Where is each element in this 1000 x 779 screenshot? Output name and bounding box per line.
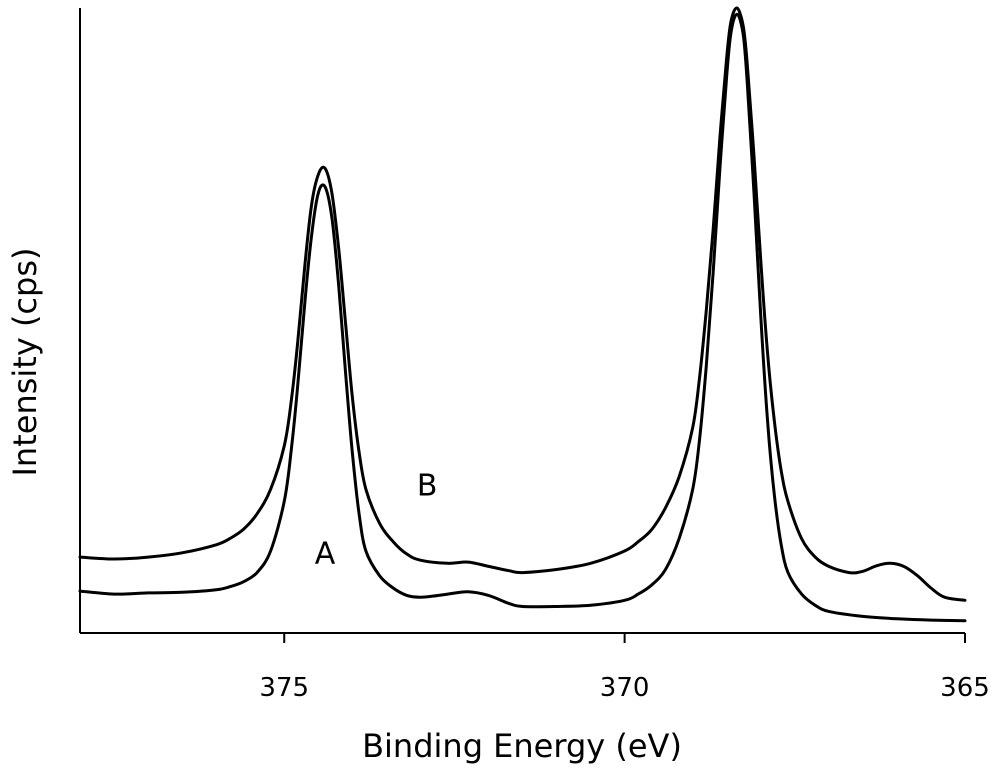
axes [79,8,965,634]
series-label-a: A [315,536,336,571]
x-axis-ticks: 375 370 365 [259,633,990,703]
series-curves [78,6,967,623]
series-line-a [78,12,967,623]
series-labels: AB [315,468,438,571]
series-line-b [78,6,967,602]
x-axis-title: Binding Energy (eV) [362,727,682,765]
series-label-b: B [417,468,438,503]
x-tick-label-370: 370 [600,673,650,703]
x-tick-label-365: 365 [940,673,990,703]
y-axis-title: Intensity (cps) [6,248,44,477]
x-tick-label-375: 375 [259,673,309,703]
